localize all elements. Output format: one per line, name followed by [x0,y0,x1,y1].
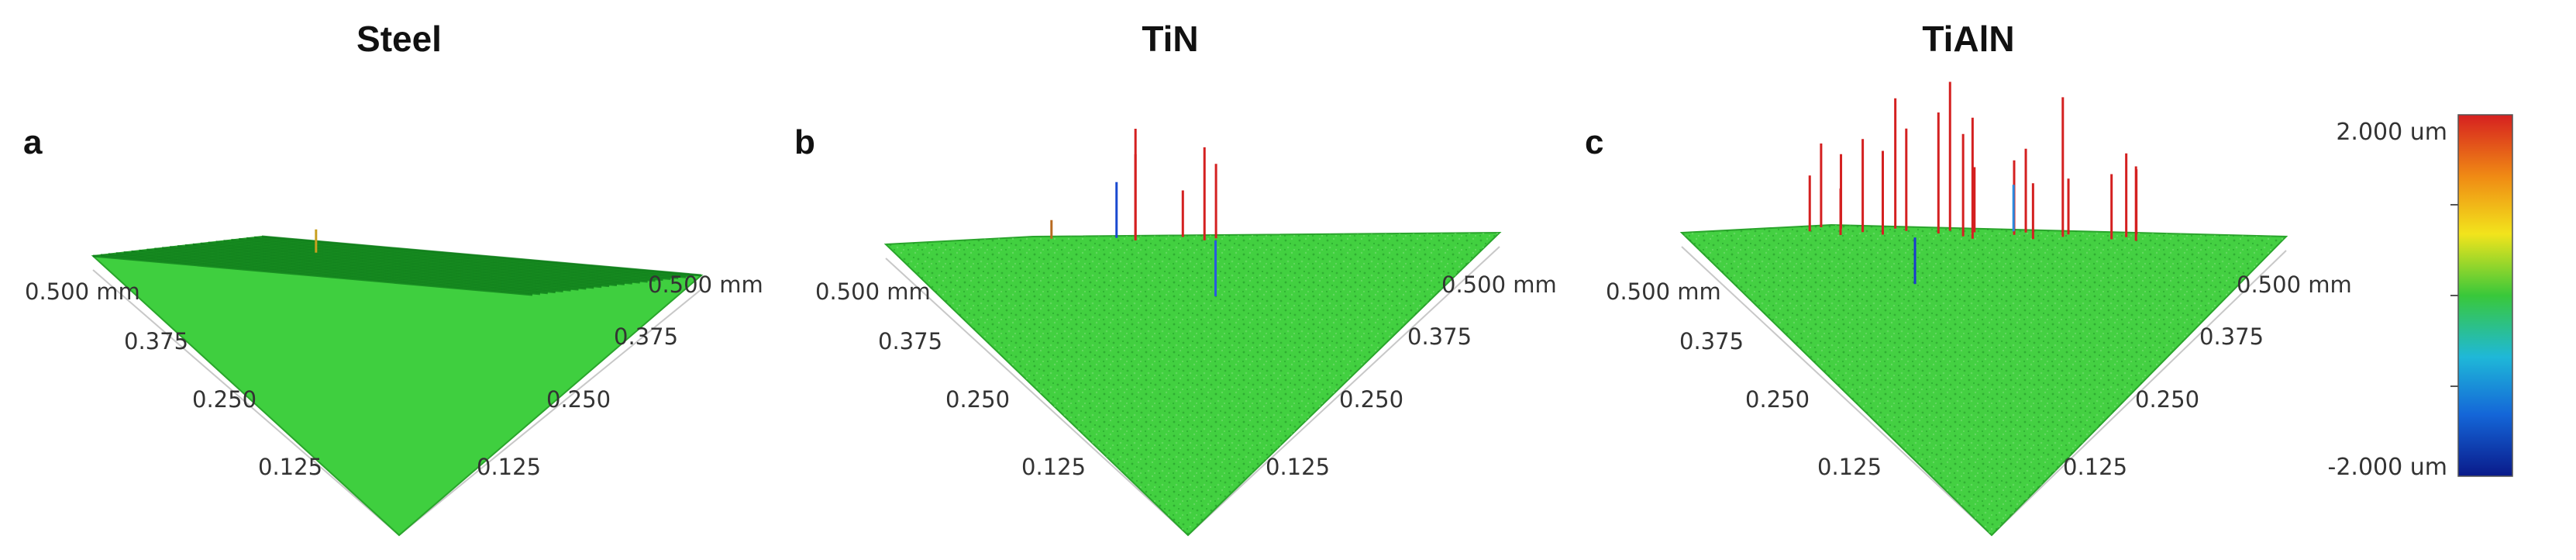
surface-ridge [246,237,687,278]
right-axis-tick: 0.375 [614,323,678,350]
surface-ridge [146,248,587,290]
panel-tin: TiN b 0.500 mm 0.375 0.250 0.125 0.500 m… [794,19,1557,537]
left-axis-tick: 0.250 [945,386,1010,413]
surface-ridge [261,235,702,277]
surface-ridge [184,244,625,285]
left-axis-tick: 0.500 mm [815,278,931,305]
left-axis-tick: 0.125 [258,454,322,480]
surface-texture [886,233,1500,535]
surface-plot [91,229,704,537]
surface-ridge [169,246,610,288]
colorbar: 2.000 um -2.000 um [2328,114,2513,481]
right-axis-line [398,289,702,536]
left-axis-tick: 0.125 [1021,454,1086,480]
surface-ridge [239,237,679,279]
right-axis-tick: 0.250 [1339,386,1403,413]
left-axis-line [885,258,1189,536]
right-axis-tick: 0.250 [546,386,611,413]
panel-title: TiAlN [1922,19,2014,59]
right-axis-tick: 0.500 mm [2237,271,2352,298]
surface-ridge [92,254,533,296]
surface-plot [1679,81,2288,537]
colorbar-min-label: -2.000 um [2328,454,2447,481]
surface-ridge [108,253,548,295]
left-axis-tick: 0.375 [124,328,188,354]
surface-plot [883,129,1502,537]
surface-ridge [162,247,602,289]
left-axis-tick: 0.125 [1817,454,1882,480]
right-axis-tick: 0.500 mm [1441,271,1557,298]
panel-steel: Steel a 0.500 mm 0.375 0.250 0.125 0.500… [23,19,763,537]
left-axis-tick: 0.250 [192,386,257,413]
right-axis-line [1991,250,2287,536]
panel-letter: a [23,123,43,161]
surface-ridge [123,251,563,292]
surface-ridge [177,245,618,286]
right-axis-tick: 0.375 [1407,323,1472,350]
left-axis-tick: 0.375 [878,328,942,354]
surface-texture [1682,225,2286,535]
surface-ridge [215,240,656,282]
surface-ridge [253,236,694,278]
left-axis-tick: 0.500 mm [25,278,140,305]
panel-tialn: TiAlN c 0.500 mm 0.375 0.250 0.125 0.500… [1585,19,2352,537]
surface-ridge [192,243,632,285]
right-axis-line [1187,246,1500,536]
left-axis-tick: 0.250 [1745,386,1810,413]
surface-ridge [200,242,640,284]
panel-title: TiN [1142,19,1198,59]
surface-ridge [154,247,594,289]
right-axis-tick: 0.125 [1266,454,1330,480]
surface-ridge [115,252,556,294]
panel-letter: b [794,123,815,161]
right-axis-tick: 0.250 [2135,386,2199,413]
right-axis-tick: 0.125 [2063,454,2127,480]
right-axis-tick: 0.375 [2199,323,2264,350]
surface-ridge [139,249,579,291]
surface-ridge [208,241,648,283]
colorbar-bar [2457,114,2513,477]
surface-ridge [100,254,541,296]
left-axis-tick: 0.375 [1679,328,1744,354]
panel-title: Steel [356,19,442,59]
panel-letter: c [1585,123,1603,161]
colorbar-max-label: 2.000 um [2336,119,2447,146]
left-axis-tick: 0.500 mm [1606,278,1721,305]
left-axis-line [1681,246,1992,536]
left-axis-line [92,269,400,536]
right-axis-tick: 0.500 mm [648,271,763,298]
surface-ridge [131,250,571,292]
right-axis-tick: 0.125 [477,454,541,480]
surface-ridge [223,240,663,282]
surface-ridge [231,239,671,281]
